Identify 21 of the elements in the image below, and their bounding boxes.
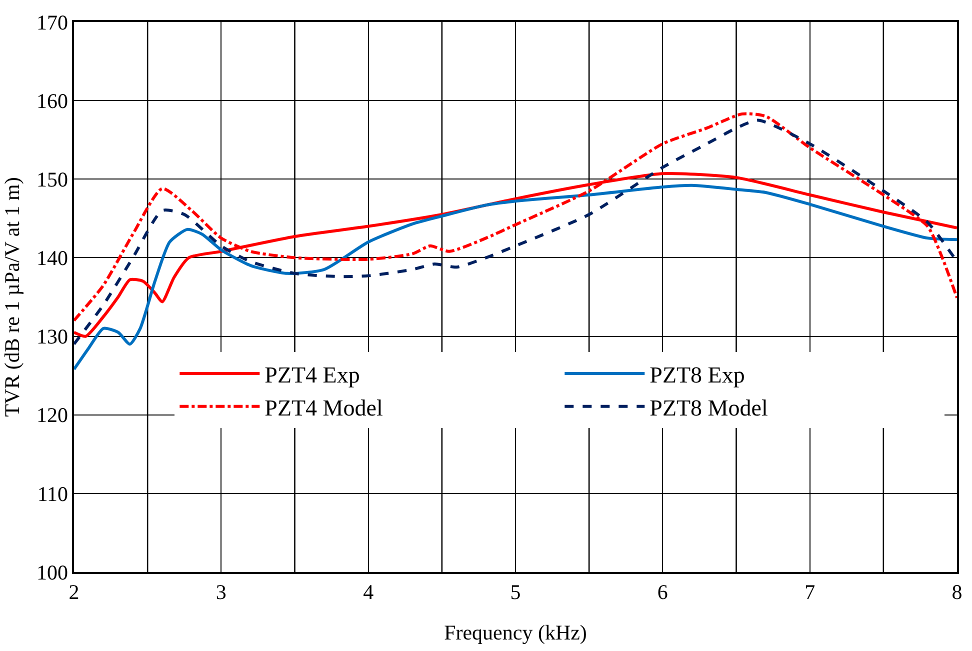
x-axis-title: Frequency (kHz) bbox=[444, 620, 587, 645]
x-tick-label: 2 bbox=[68, 580, 80, 604]
x-tick-label: 7 bbox=[804, 580, 816, 604]
legend-label: PZT8 Exp bbox=[650, 362, 745, 388]
x-tick-label: 5 bbox=[510, 580, 521, 604]
y-tick-label: 120 bbox=[36, 403, 68, 428]
y-axis-title: TVR (dB re 1 µPa/V at 1 m) bbox=[0, 177, 24, 417]
x-tick-label: 3 bbox=[216, 580, 226, 604]
y-tick-label: 150 bbox=[36, 167, 68, 192]
y-tick-label: 130 bbox=[36, 324, 68, 349]
legend-label: PZT4 Exp bbox=[264, 362, 360, 388]
x-tick-label: 4 bbox=[363, 580, 374, 604]
x-tick-label: 8 bbox=[952, 580, 962, 604]
y-tick-label: 160 bbox=[36, 88, 68, 113]
x-tick-label: 6 bbox=[657, 580, 668, 604]
y-tick-label: 170 bbox=[36, 10, 68, 34]
y-tick-label: 110 bbox=[37, 482, 68, 506]
legend-label: PZT4 Model bbox=[264, 395, 383, 420]
y-tick-label: 140 bbox=[36, 246, 68, 270]
legend-label: PZT8 Model bbox=[650, 395, 768, 420]
y-tick-label: 100 bbox=[36, 560, 68, 584]
